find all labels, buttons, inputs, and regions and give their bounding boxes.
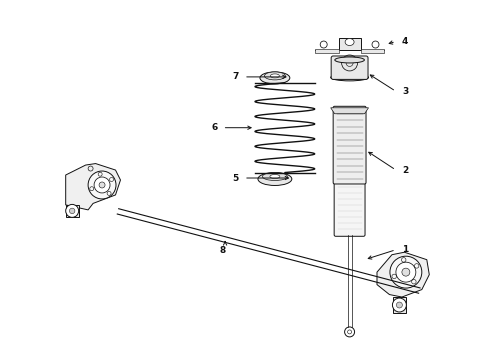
Text: 6: 6 — [211, 123, 218, 132]
FancyBboxPatch shape — [334, 181, 365, 236]
Text: 8: 8 — [219, 246, 225, 255]
Circle shape — [66, 204, 78, 217]
Circle shape — [70, 208, 75, 213]
Polygon shape — [393, 297, 406, 313]
Ellipse shape — [270, 175, 280, 179]
Polygon shape — [361, 49, 385, 53]
FancyBboxPatch shape — [333, 106, 366, 184]
FancyBboxPatch shape — [331, 56, 368, 80]
Ellipse shape — [258, 172, 292, 185]
Ellipse shape — [263, 172, 287, 180]
Ellipse shape — [335, 57, 365, 63]
Polygon shape — [66, 205, 79, 217]
Circle shape — [392, 298, 406, 312]
Circle shape — [320, 41, 327, 48]
Text: 7: 7 — [233, 72, 239, 81]
Ellipse shape — [345, 39, 354, 45]
Text: 2: 2 — [402, 166, 408, 175]
Text: 1: 1 — [402, 245, 408, 254]
Circle shape — [99, 182, 105, 188]
Text: 5: 5 — [233, 174, 239, 183]
Circle shape — [94, 177, 110, 193]
Polygon shape — [315, 38, 385, 50]
Text: 3: 3 — [402, 87, 408, 96]
Ellipse shape — [260, 72, 290, 84]
Text: 4: 4 — [402, 37, 408, 46]
Circle shape — [396, 262, 416, 282]
Polygon shape — [377, 252, 429, 297]
Ellipse shape — [270, 74, 279, 78]
Circle shape — [372, 41, 379, 48]
Ellipse shape — [331, 74, 368, 81]
Circle shape — [396, 302, 402, 308]
Polygon shape — [66, 163, 121, 210]
Ellipse shape — [265, 72, 285, 80]
Polygon shape — [315, 49, 339, 53]
Circle shape — [390, 256, 422, 288]
Circle shape — [88, 171, 116, 199]
Polygon shape — [331, 108, 368, 114]
Circle shape — [402, 268, 410, 276]
